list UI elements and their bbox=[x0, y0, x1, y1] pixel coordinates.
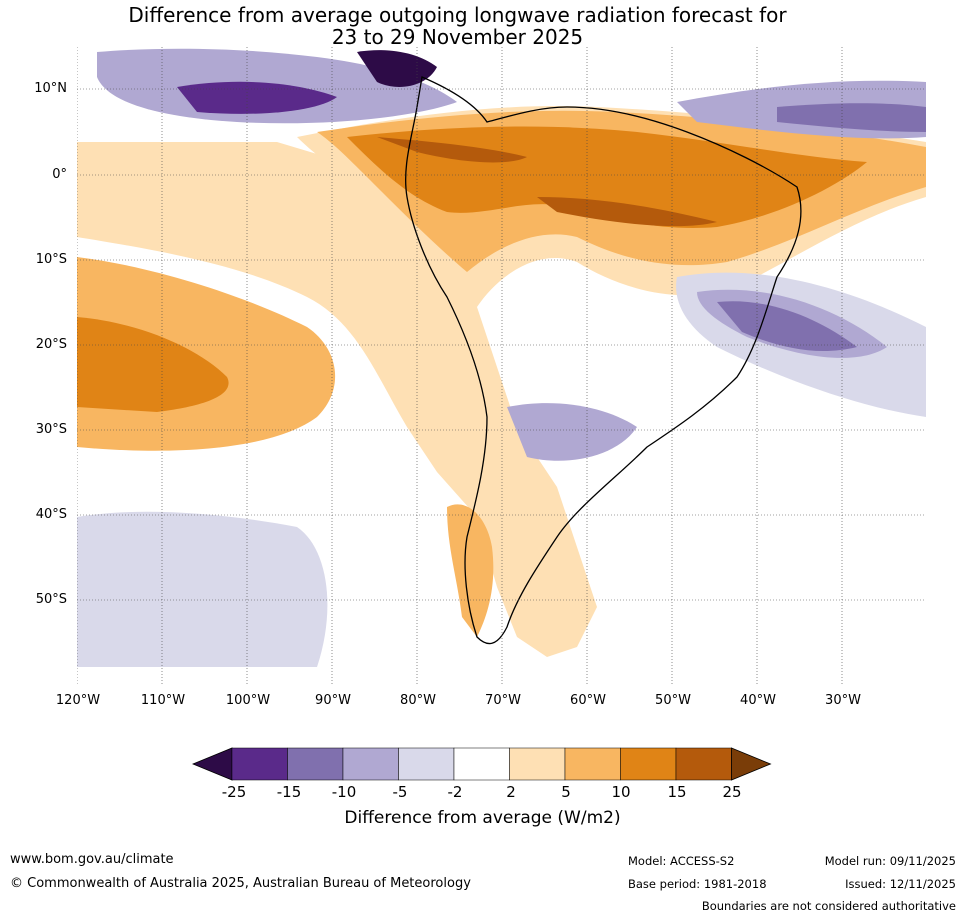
colorbar-swatch-3 bbox=[342, 747, 399, 781]
orange-region-patagonia bbox=[447, 504, 494, 637]
colorbar-swatch-6 bbox=[509, 747, 566, 781]
light-orange-region-west bbox=[77, 142, 597, 657]
colorbar-swatch-1 bbox=[231, 747, 288, 781]
base-period-text: Base period: 1981-2018 bbox=[628, 877, 767, 891]
model-text: Model: ACCESS-S2 bbox=[628, 854, 735, 868]
lon-label-30W: 30°W bbox=[825, 693, 861, 708]
colorbar-swatch-8 bbox=[620, 747, 677, 781]
lon-label-80W: 80°W bbox=[400, 693, 436, 708]
lon-label-120W: 120°W bbox=[55, 693, 101, 708]
lon-label-90W: 90°W bbox=[315, 693, 351, 708]
anomaly-map bbox=[77, 47, 926, 685]
colorbar-tick-2: 2 bbox=[506, 783, 516, 801]
colorbar-tick-neg25: -25 bbox=[221, 783, 247, 801]
colorbar-tick-neg5: -5 bbox=[392, 783, 408, 801]
issued-text: Issued: 12/11/2025 bbox=[845, 877, 956, 891]
disclaimer-text: Boundaries are not considered authoritat… bbox=[701, 899, 956, 913]
colorbar-tick-neg2: -2 bbox=[447, 783, 463, 801]
website-link[interactable]: www.bom.gov.au/climate bbox=[10, 852, 174, 867]
purple-region-atlantic-north bbox=[777, 103, 926, 132]
lat-label-10S: 10°S bbox=[35, 252, 67, 267]
lon-label-60W: 60°W bbox=[570, 693, 606, 708]
colorbar-tick-10: 10 bbox=[611, 783, 631, 801]
copyright-text: © Commonwealth of Australia 2025, Austra… bbox=[10, 876, 471, 891]
colorbar-swatch-7 bbox=[564, 747, 621, 781]
lon-label-50W: 50°W bbox=[655, 693, 691, 708]
colorbar-tick-neg10: -10 bbox=[331, 783, 357, 801]
graticule bbox=[77, 47, 926, 685]
colorbar-tick-5: 5 bbox=[561, 783, 571, 801]
lon-label-100W: 100°W bbox=[225, 693, 271, 708]
dark-orange-region-pacific bbox=[77, 317, 229, 412]
map-title: Difference from average outgoing longwav… bbox=[0, 4, 915, 48]
lon-label-110W: 110°W bbox=[140, 693, 186, 708]
lat-label-40S: 40°S bbox=[35, 507, 67, 522]
colorbar-arrow-high bbox=[731, 747, 772, 781]
model-run-text: Model run: 09/11/2025 bbox=[824, 854, 956, 868]
colorbar-arrow-low bbox=[192, 747, 233, 781]
colorbar-swatch-4 bbox=[398, 747, 455, 781]
colorbar-swatches bbox=[192, 747, 772, 781]
colorbar-tick-25: 25 bbox=[722, 783, 742, 801]
colorbar-swatch-5 bbox=[453, 747, 510, 781]
pale-purple-region-southeast-pacific bbox=[77, 511, 328, 667]
lat-label-0: 0° bbox=[52, 167, 67, 182]
negative-anomaly-fields bbox=[77, 48, 926, 667]
colorbar bbox=[192, 747, 772, 781]
title-line-2: 23 to 29 November 2025 bbox=[331, 25, 584, 49]
purple-core-north bbox=[177, 81, 337, 114]
lat-label-10N: 10°N bbox=[34, 81, 67, 96]
positive-anomaly-fields bbox=[77, 106, 926, 657]
title-line-1: Difference from average outgoing longwav… bbox=[128, 3, 787, 27]
colorbar-swatch-2 bbox=[287, 747, 344, 781]
colorbar-swatch-9 bbox=[675, 747, 732, 781]
darkest-orange-cores bbox=[377, 137, 717, 227]
south-america-coastline bbox=[404, 76, 802, 645]
lon-label-40W: 40°W bbox=[740, 693, 776, 708]
lat-label-50S: 50°S bbox=[35, 592, 67, 607]
colorbar-label: Difference from average (W/m2) bbox=[344, 808, 621, 828]
lon-label-70W: 70°W bbox=[485, 693, 521, 708]
lat-label-20S: 20°S bbox=[35, 337, 67, 352]
colorbar-tick-15: 15 bbox=[667, 783, 687, 801]
light-purple-region-south-america bbox=[507, 403, 637, 461]
map-panel bbox=[77, 47, 926, 685]
lat-label-30S: 30°S bbox=[35, 422, 67, 437]
purple-region-atlantic bbox=[717, 301, 857, 352]
colorbar-tick-neg15: -15 bbox=[276, 783, 302, 801]
